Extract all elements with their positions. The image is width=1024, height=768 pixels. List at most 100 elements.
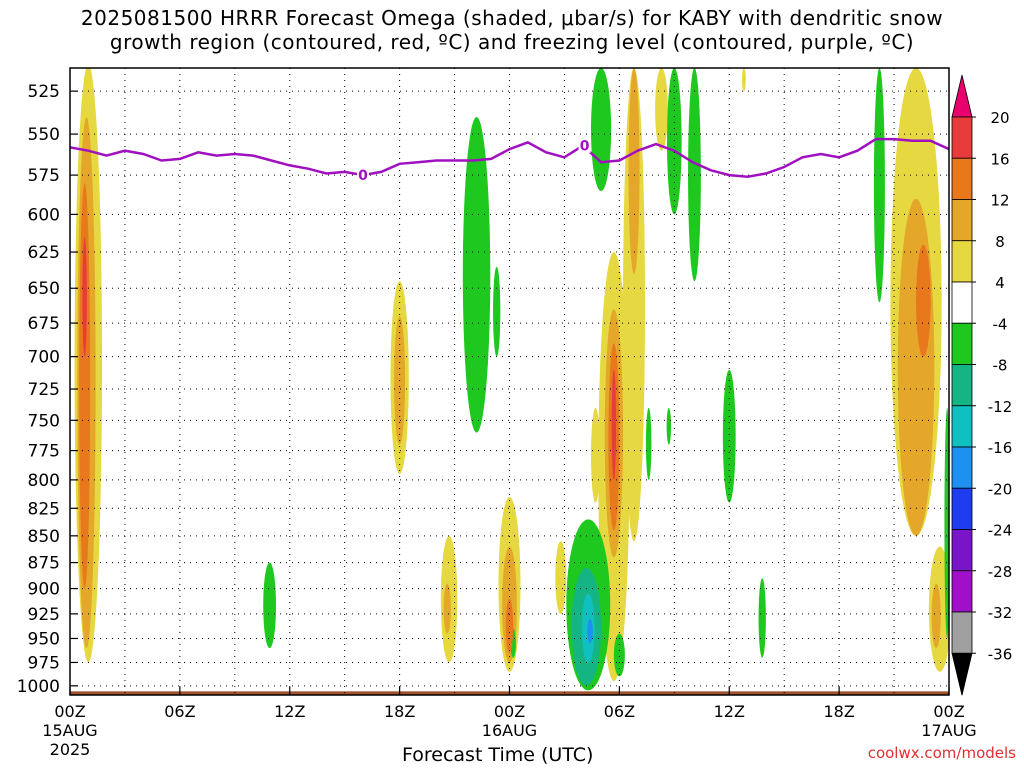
colorbar-label-6: -8 [993, 357, 1008, 375]
omega-region-37 [79, 183, 91, 589]
x-axis-label: Forecast Time (UTC) [402, 744, 594, 766]
omega-region-4 [555, 541, 567, 614]
omega-region-26 [613, 633, 625, 677]
y-tick-label-525: 525 [28, 82, 60, 102]
x-tick-label-30: 06Z [604, 702, 635, 721]
y-tick-label-700: 700 [28, 348, 60, 368]
y-tick-label-975: 975 [28, 653, 60, 673]
omega-region-28 [666, 68, 682, 215]
title-line-1: 2025081500 HRRR Forecast Omega (shaded, … [80, 6, 944, 30]
y-tick-label-675: 675 [28, 314, 60, 334]
omega-region-35 [873, 68, 885, 303]
y-axis-ticks: 525 550 575 600 625 650 675 700 725 750 775 800 825 8… [17, 82, 78, 697]
colorbar-segment-9 [951, 487, 973, 530]
y-tick-label-925: 925 [28, 605, 60, 625]
y-tick-label-550: 550 [28, 125, 60, 145]
omega-region-27 [590, 68, 612, 192]
x-tick-year-0: 2025 [50, 740, 91, 759]
colorbar-segment-1 [951, 157, 973, 200]
omega-region-42 [82, 237, 87, 357]
y-tick-label-950: 950 [28, 629, 60, 649]
freezing-level-label-1: 0 [580, 139, 590, 155]
freezing-level-label-0: 0 [358, 168, 368, 184]
chart-title: 2025081500 HRRR Forecast Omega (shaded, … [0, 6, 1024, 54]
colorbar-label-8: -16 [988, 439, 1013, 457]
omega-region-16 [443, 583, 451, 634]
colorbar-segment-6 [951, 364, 973, 407]
y-tick-label-650: 650 [28, 279, 60, 299]
y-tick-label-800: 800 [28, 471, 60, 491]
colorbar-segment-8 [951, 446, 973, 489]
y-tick-label-575: 575 [28, 166, 60, 186]
colorbar-segment-3 [951, 240, 973, 283]
colorbar-segment-10 [951, 529, 973, 572]
x-tick-label-18: 18Z [384, 702, 415, 721]
colorbar-segment-12 [951, 611, 973, 654]
colorbar-label-13: -36 [988, 645, 1013, 663]
y-tick-label-875: 875 [28, 554, 60, 574]
colorbar-label-11: -28 [988, 563, 1013, 581]
omega-region-22 [463, 117, 490, 421]
omega-region-21 [931, 583, 941, 649]
y-tick-label-600: 600 [28, 205, 60, 225]
y-tick-label-750: 750 [28, 411, 60, 431]
x-tick-label-0: 00Z [54, 702, 85, 721]
colorbar-label-4: 4 [995, 274, 1005, 292]
omega-region-45 [587, 618, 593, 644]
x-tick-label-24: 00Z [494, 702, 525, 721]
colorbar-label-9: -20 [988, 480, 1013, 498]
x-tick-date-0: 15AUG [42, 721, 97, 740]
colorbar-label-0: 20 [990, 109, 1009, 127]
x-tick-label-36: 12Z [714, 702, 745, 721]
omega-region-31 [758, 578, 766, 658]
colorbar-top-triangle [951, 74, 973, 118]
omega-shading [74, 68, 949, 691]
colorbar-segment-11 [951, 570, 973, 613]
omega-region-7 [623, 68, 646, 542]
y-tick-label-900: 900 [28, 580, 60, 600]
colorbar-segment-4 [951, 281, 973, 324]
colorbar: 20 16 12 8 4 -4 -8 -12 -16 -20 -24 -28 -32 -36 [951, 74, 1013, 696]
y-tick-label-625: 625 [28, 243, 60, 263]
y-tick-label-1000: 1000 [17, 677, 60, 697]
y-tick-label-775: 775 [28, 442, 60, 462]
omega-region-29 [688, 68, 701, 282]
omega-region-43 [611, 369, 617, 480]
colorbar-label-12: -32 [988, 604, 1013, 622]
colorbar-segment-5 [951, 322, 973, 365]
freezing-label-bg-1 [578, 136, 591, 153]
omega-region-23 [493, 266, 501, 357]
colorbar-segment-2 [951, 199, 973, 242]
omega-region-5 [590, 407, 601, 503]
omega-region-20 [897, 198, 935, 536]
x-tick-date-24: 16AUG [482, 721, 537, 740]
colorbar-label-2: 12 [990, 192, 1009, 210]
freezing-level-line [70, 137, 949, 178]
colorbar-segment-7 [951, 405, 973, 448]
credit-text: coolwx.com/models [867, 744, 1016, 762]
colorbar-label-5: -4 [993, 315, 1008, 333]
omega-region-19 [628, 68, 640, 274]
x-tick-date-48: 17AUG [921, 721, 976, 740]
omega-region-33 [666, 407, 672, 445]
freezing-level-contour: 00 [70, 136, 949, 184]
colorbar-bottom-triangle [951, 652, 973, 696]
x-tick-label-48: 00Z [933, 702, 964, 721]
y-tick-label-725: 725 [28, 380, 60, 400]
omega-region-40 [916, 244, 931, 357]
omega-region-24 [264, 567, 276, 644]
colorbar-label-1: 16 [990, 150, 1009, 168]
colorbar-label-7: -12 [988, 398, 1013, 416]
freezing-label-bg-0 [357, 166, 369, 183]
grid-lines [70, 68, 949, 695]
omega-region-36 [944, 407, 949, 639]
y-tick-label-850: 850 [28, 527, 60, 547]
omega-region-9 [742, 68, 746, 92]
x-tick-label-6: 06Z [164, 702, 195, 721]
y-tick-label-825: 825 [28, 499, 60, 519]
colorbar-label-3: 8 [995, 233, 1005, 251]
omega-region-38 [505, 598, 514, 653]
omega-region-8 [655, 68, 668, 151]
